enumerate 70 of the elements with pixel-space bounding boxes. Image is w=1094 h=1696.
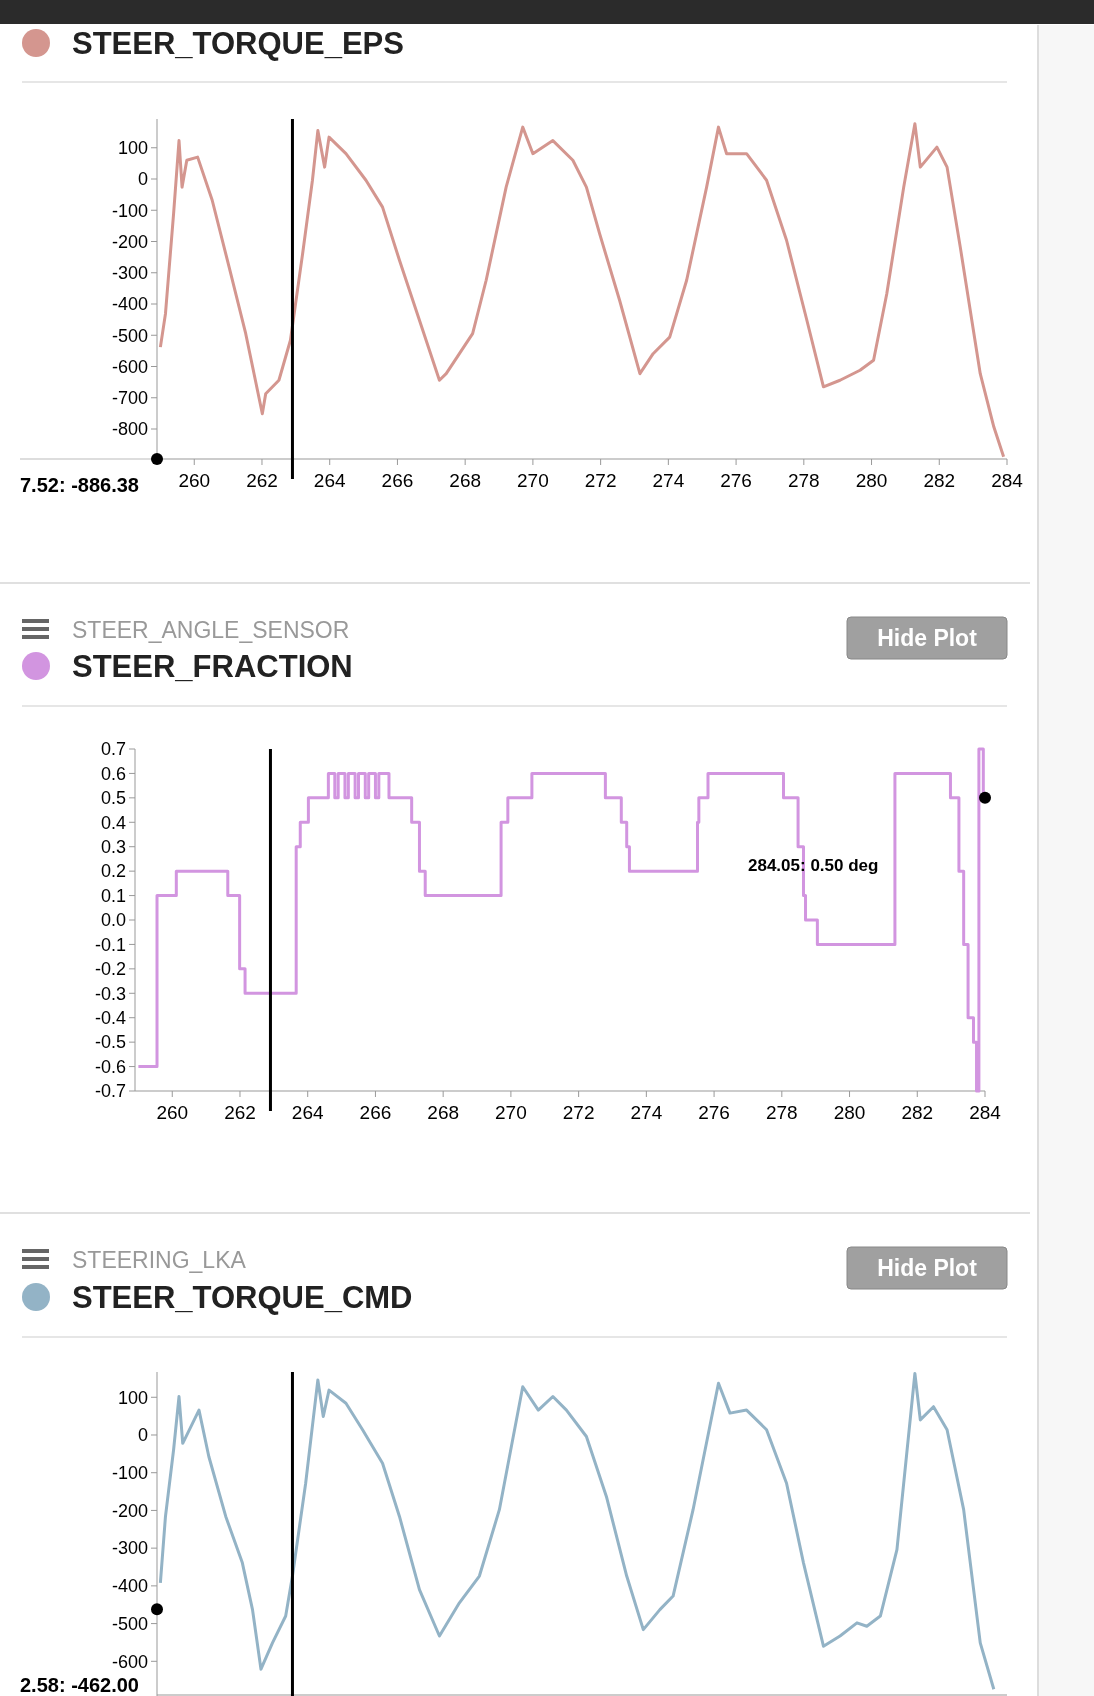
- annotation: 284.05: 0.50 deg: [748, 856, 879, 876]
- y-tick-label: 100: [117, 138, 148, 159]
- x-tick-label: 280: [855, 470, 888, 491]
- x-tick-label: 270: [495, 1102, 527, 1123]
- x-tick-label: 270: [517, 470, 549, 491]
- y-tick-label: -200: [111, 1500, 148, 1521]
- y-tick-label: -300: [111, 263, 148, 284]
- text: 2.58: -462.00: [20, 1674, 139, 1696]
- y-tick-label: -200: [111, 231, 148, 252]
- x-tick-label: 268: [449, 470, 482, 491]
- x-tick-label: 282: [923, 470, 956, 491]
- y-tick-label: -0.3: [94, 983, 126, 1004]
- x-tick-label: 282: [901, 1102, 934, 1123]
- y-tick-label: 0.2: [100, 861, 126, 882]
- y-tick-label: -0.2: [94, 959, 126, 980]
- x-tick-label: 280: [833, 1102, 866, 1123]
- y-tick-label: 0: [137, 169, 148, 190]
- y-tick-label: 0.5: [100, 788, 126, 809]
- x-tick-label: 266: [381, 470, 414, 491]
- x-tick-label: 272: [584, 470, 617, 491]
- x-tick-label: 272: [562, 1102, 595, 1123]
- x-tick-label: 268: [427, 1102, 460, 1123]
- chart-title: STEERING_LKA: [72, 1247, 247, 1273]
- y-tick-label: -0.4: [94, 1008, 126, 1029]
- x-tick-label: 284: [991, 470, 1024, 491]
- x-tick-label: 274: [652, 470, 685, 491]
- text: 7.52: -886.38: [20, 474, 139, 496]
- line-series: [158, 1372, 996, 1691]
- x-tick-label: 274: [630, 1102, 663, 1123]
- hide-button: Hide Plot: [846, 1246, 1008, 1290]
- x-tick-label: 276: [698, 1102, 730, 1123]
- y-tick-label: -0.5: [94, 1032, 126, 1053]
- x-tick-label: 278: [787, 470, 820, 491]
- y-tick-label: -700: [111, 388, 148, 409]
- x-tick-label: 284: [969, 1102, 1002, 1123]
- y-tick-label: -0.7: [94, 1081, 126, 1102]
- y-tick-label: -800: [111, 419, 148, 440]
- x-tick-label: 264: [313, 470, 346, 491]
- y-tick-label: -0.6: [94, 1056, 126, 1077]
- y-tick-label: 0.6: [100, 763, 126, 784]
- x-tick-label: 262: [246, 470, 278, 491]
- x-tick-label: 276: [720, 470, 752, 491]
- y-tick-label: -500: [111, 325, 148, 346]
- legend-label: STEER_TORQUE_EPS: [72, 26, 404, 61]
- y-tick-label: -100: [111, 200, 148, 221]
- y-tick-label: -500: [111, 1613, 148, 1634]
- x-tick-label: 262: [224, 1102, 256, 1123]
- legend-label: STEER_FRACTION: [72, 649, 353, 684]
- y-tick-label: -400: [111, 294, 148, 315]
- y-tick-label: 0.7: [100, 739, 126, 760]
- y-tick-label: 0.4: [100, 812, 126, 833]
- y-tick-label: 0.1: [100, 885, 126, 906]
- hide-button: Hide Plot: [846, 616, 1008, 660]
- y-tick-label: 0.0: [100, 910, 126, 931]
- y-tick-label: -100: [111, 1463, 148, 1484]
- y-tick-label: 0.3: [100, 837, 126, 858]
- y-tick-label: 100: [117, 1387, 148, 1408]
- y-tick-label: -400: [111, 1576, 148, 1597]
- x-tick-label: 266: [359, 1102, 392, 1123]
- legend-label: STEER_TORQUE_CMD: [72, 1280, 413, 1315]
- chart-title: STEER_ANGLE_SENSOR: [72, 617, 350, 643]
- y-tick-label: 0: [137, 1425, 148, 1446]
- y-tick-label: -0.1: [94, 934, 126, 955]
- x-tick-label: 260: [156, 1102, 189, 1123]
- x-tick-label: 260: [178, 470, 211, 491]
- y-tick-label: -600: [111, 356, 148, 377]
- y-tick-label: -300: [111, 1538, 148, 1559]
- y-tick-label: -600: [111, 1651, 148, 1672]
- x-tick-label: 264: [291, 1102, 324, 1123]
- x-tick-label: 278: [765, 1102, 798, 1123]
